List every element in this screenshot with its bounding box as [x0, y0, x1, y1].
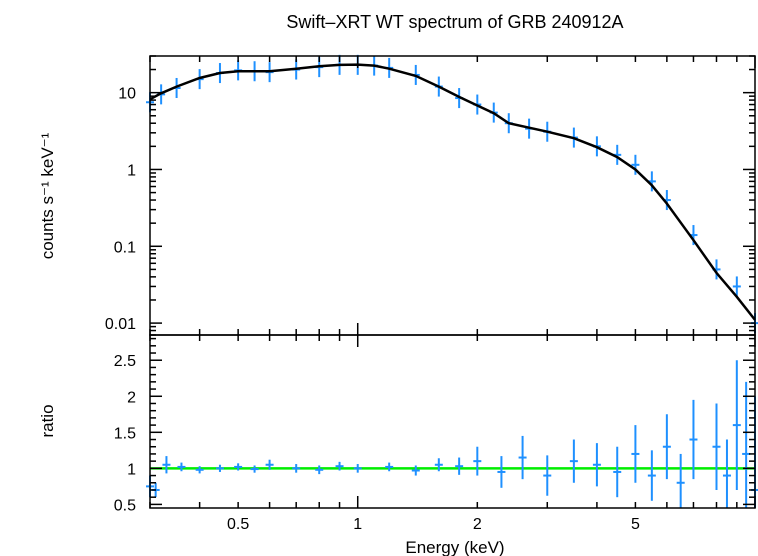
ratio-data-point [689, 399, 698, 480]
ratio-data-point [742, 381, 751, 508]
ratio-data-point [353, 464, 362, 473]
x-tick-label: 1 [353, 516, 362, 533]
ratio-data-point [215, 464, 224, 472]
ratio-data-point [518, 435, 527, 480]
ratio-data-point [162, 456, 171, 474]
ratio-data-point [732, 360, 741, 490]
ratio-data-point [662, 414, 671, 480]
ratio-frame [149, 334, 756, 509]
ratio-data-point [473, 446, 482, 476]
ratio-data-point [265, 459, 274, 470]
ratio-y-axis-label: ratio [38, 404, 57, 437]
spectrum-panel: 10 1 0.1 0.01 [105, 54, 758, 336]
ratio-data-point [569, 439, 578, 483]
ratio-data-point [722, 439, 731, 508]
x-tick-label: 5 [631, 516, 640, 533]
ratio-data-point [177, 462, 186, 472]
ratio-data-point [434, 458, 443, 472]
spectrum-y-tick-label: 0.01 [105, 316, 136, 333]
spectrum-frame [149, 55, 756, 336]
spectrum-data-point [732, 276, 741, 297]
x-tick-label: 0.5 [227, 516, 249, 533]
ratio-data-point [592, 443, 601, 487]
ratio-data-point [250, 465, 259, 473]
spectrum-y-tick-label: 10 [118, 86, 136, 103]
spectrum-y-tick-label: 1 [127, 162, 136, 179]
ratio-data-point [385, 462, 394, 472]
ratio-y-tick-label: 1 [127, 461, 136, 478]
ratio-y-tick-label: 2.5 [114, 353, 136, 370]
x-axis-label: Energy (keV) [405, 538, 504, 556]
ratio-data-point [676, 453, 685, 508]
ratio-data-point [631, 425, 640, 483]
ratio-y-tick-label: 1.5 [114, 425, 136, 442]
ratio-data-point [497, 456, 506, 488]
spectrum-y-tick-label: 0.1 [114, 239, 136, 256]
ratio-data-point [315, 465, 324, 475]
spectrum-y-axis-label: counts s⁻¹ keV⁻¹ [38, 132, 57, 259]
x-tick-label: 2 [473, 516, 482, 533]
ratio-data-point [455, 457, 464, 475]
ratio-data-point [292, 464, 301, 473]
ratio-data-point [411, 465, 420, 476]
ratio-data-point [712, 403, 721, 490]
ratio-data-point [234, 463, 243, 471]
ratio-data-point [647, 450, 656, 501]
ratio-data-point [195, 466, 204, 474]
chart-title: Swift–XRT WT spectrum of GRB 240912A [286, 12, 623, 32]
ratio-panel: 0.5 1 2 5 0.5 1 1.5 2 2.5 [114, 56, 758, 533]
ratio-y-tick-label: 2 [127, 389, 136, 406]
spectrum-data-point [631, 154, 640, 175]
model-curve [149, 63, 756, 321]
ratio-data-point [543, 455, 552, 496]
ratio-y-tick-label: 0.5 [114, 497, 136, 514]
ratio-data-point [335, 461, 344, 471]
ratio-data-point [613, 446, 622, 498]
